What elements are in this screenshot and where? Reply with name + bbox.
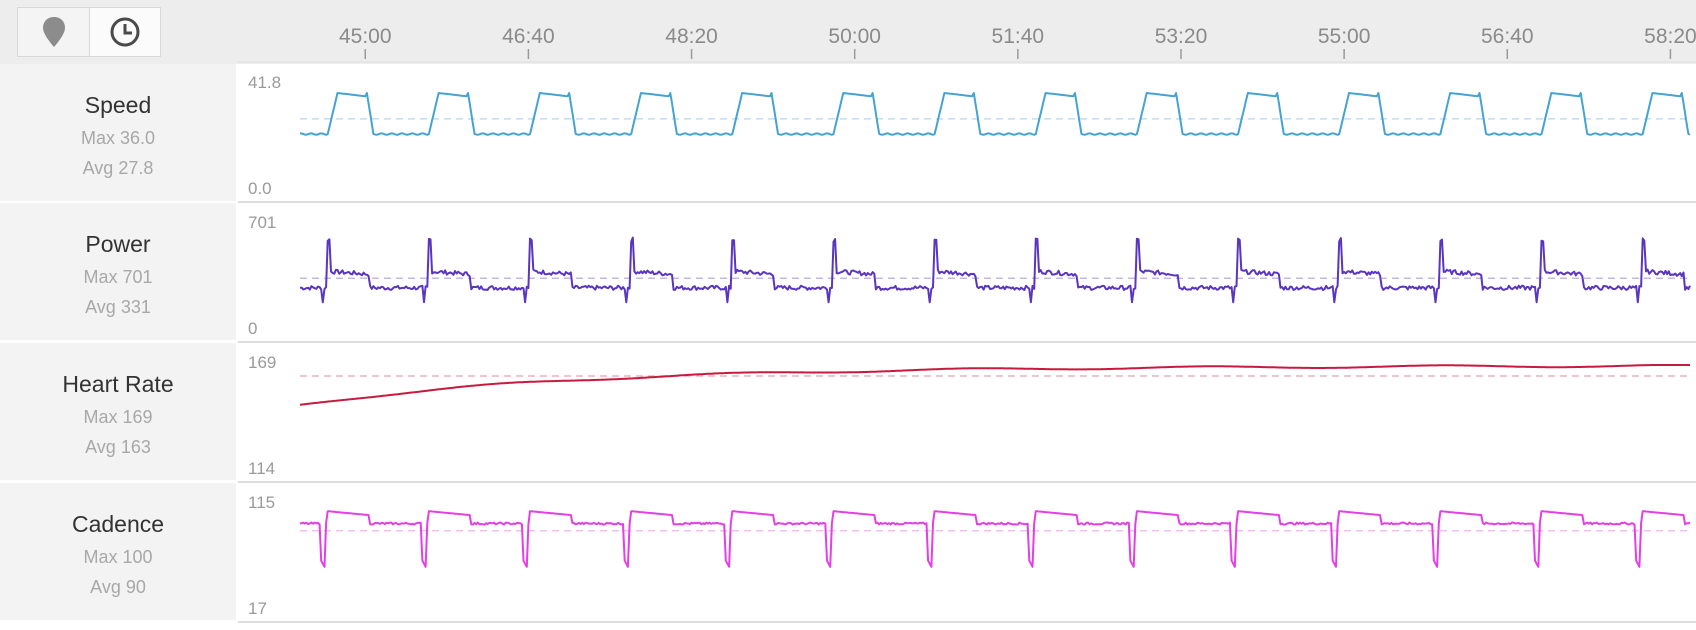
cadence-series-line [299, 510, 1691, 568]
cadence-max: Max 100 [83, 547, 153, 567]
time-view-button[interactable] [89, 7, 161, 57]
speed-series-line [300, 92, 1691, 136]
map-view-button[interactable] [17, 7, 91, 57]
power-title: Power [85, 231, 151, 257]
heart-rate-title: Heart Rate [62, 371, 174, 397]
cadence-title: Cadence [71, 511, 165, 537]
x-tick-label: 51:40 [992, 25, 1045, 48]
power-label-panel: Power Max 701 Avg 331 [0, 203, 236, 342]
speed-max: Max 36.0 [80, 128, 156, 148]
y-tick-label: 0.0 [248, 179, 272, 198]
x-tick-label: 48:20 [665, 25, 718, 48]
y-tick-label: 0 [248, 319, 257, 338]
heart-rate-max: Max 169 [83, 407, 153, 427]
x-tick-label: 56:40 [1481, 25, 1534, 48]
speed-avg: Avg 27.8 [82, 158, 154, 178]
x-tick-label: 58:20 [1644, 25, 1696, 48]
power-series-line [299, 236, 1691, 304]
y-tick-label: 41.8 [248, 73, 281, 92]
clock-icon [110, 17, 140, 47]
speed-label-panel: Speed Max 36.0 Avg 27.8 [0, 64, 236, 203]
x-tick-label: 50:00 [828, 25, 881, 48]
time-axis: 45:00 46:40 48:20 50:00 51:40 53:20 55:00 56:40… [238, 25, 1696, 63]
power-avg: Avg 331 [85, 297, 151, 317]
x-tick-label: 53:20 [1155, 25, 1208, 48]
y-tick-label: 701 [248, 213, 276, 232]
cadence-avg: Avg 90 [90, 577, 146, 597]
y-tick-label: 115 [248, 493, 275, 512]
heart-rate-label-panel: Heart Rate Max 169 Avg 163 [0, 343, 236, 482]
speed-title: Speed [84, 92, 152, 118]
y-tick-label: 114 [248, 459, 275, 478]
y-tick-label: 169 [248, 353, 276, 372]
heart-rate-avg: Avg 163 [85, 437, 151, 457]
power-max: Max 701 [83, 267, 153, 287]
y-tick-label: 17 [248, 599, 267, 618]
map-pin-icon [43, 17, 65, 47]
x-tick-label: 46:40 [502, 25, 555, 48]
x-tick-label: 55:00 [1318, 25, 1371, 48]
cadence-label-panel: Cadence Max 100 Avg 90 [0, 483, 236, 622]
heart-rate-series-line [299, 364, 1690, 406]
timeline-header [0, 0, 1696, 64]
x-tick-label: 45:00 [339, 25, 392, 48]
